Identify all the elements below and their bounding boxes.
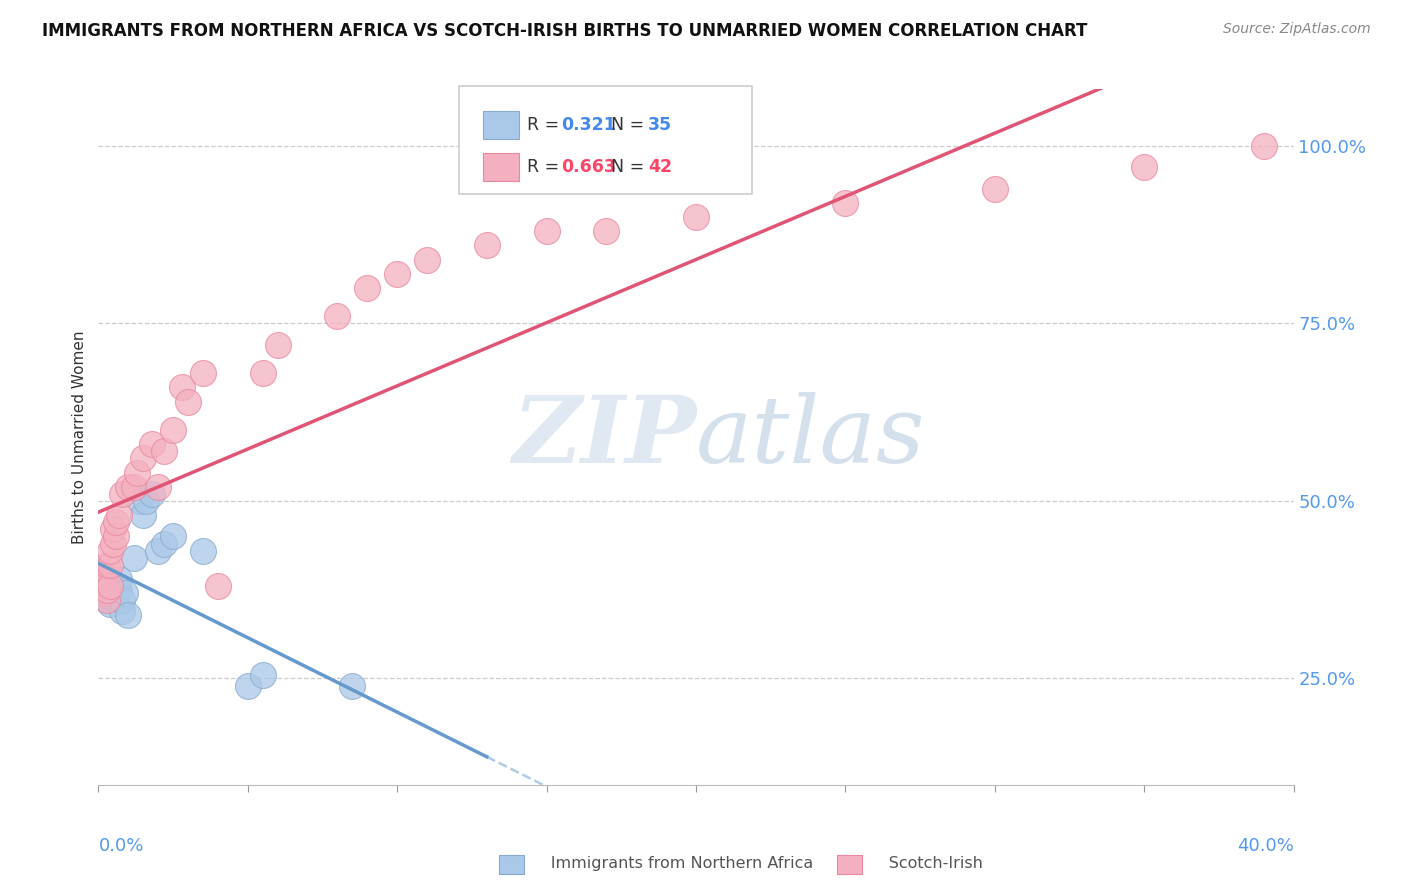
Point (98, 590, 122, 604)
Text: IMMIGRANTS FROM NORTHERN AFRICA VS SCOTCH-IRISH BIRTHS TO UNMARRIED WOMEN CORREL: IMMIGRANTS FROM NORTHERN AFRICA VS SCOTC… (42, 22, 1088, 40)
Point (103, 590, 125, 604)
Point (252, 366, 274, 380)
Point (124, 480, 146, 494)
Text: 42: 42 (648, 158, 672, 176)
Point (141, 487, 163, 501)
Point (93, 575, 115, 590)
Point (191, 543, 214, 558)
Text: Source: ZipAtlas.com: Source: ZipAtlas.com (1223, 22, 1371, 37)
Point (207, 579, 229, 593)
Point (191, 366, 214, 380)
Point (96, 582, 118, 597)
Point (96, 582, 118, 597)
Point (834, 195, 856, 210)
Point (90, 572, 112, 586)
Point (236, 679, 259, 693)
Point (105, 529, 128, 543)
Point (416, 252, 439, 267)
Point (90, 575, 112, 590)
Point (141, 437, 163, 451)
Y-axis label: Births to Unmarried Women: Births to Unmarried Women (72, 330, 87, 544)
Point (475, 238, 498, 252)
Point (326, 310, 349, 324)
Text: 0.663: 0.663 (561, 158, 616, 176)
Text: N =: N = (600, 116, 650, 134)
Point (93, 579, 115, 593)
Point (90, 579, 112, 593)
Point (162, 423, 184, 437)
Point (117, 607, 139, 622)
Point (162, 529, 184, 543)
FancyBboxPatch shape (484, 153, 519, 181)
Point (105, 586, 128, 600)
Point (111, 604, 134, 618)
Text: 40.0%: 40.0% (1237, 837, 1294, 855)
Point (96, 575, 118, 590)
Point (356, 281, 378, 295)
Point (105, 516, 128, 530)
Point (129, 494, 152, 508)
Point (111, 593, 134, 607)
Point (96, 593, 118, 607)
Point (252, 668, 274, 682)
Point (98, 579, 122, 593)
Point (536, 224, 558, 238)
Text: Scotch-Irish: Scotch-Irish (858, 856, 983, 871)
Point (93, 586, 115, 600)
Point (93, 586, 115, 600)
Text: ZIP: ZIP (512, 392, 696, 482)
Text: atlas: atlas (696, 392, 925, 482)
Point (153, 536, 176, 550)
Point (90, 568, 112, 582)
Point (132, 451, 155, 466)
Point (114, 586, 136, 600)
FancyBboxPatch shape (484, 111, 519, 138)
Point (148, 480, 170, 494)
Point (103, 522, 125, 536)
Point (132, 508, 155, 523)
Text: 0.0%: 0.0% (98, 837, 143, 855)
Point (93, 568, 115, 582)
Point (984, 181, 1007, 195)
Point (98, 558, 122, 572)
Point (595, 224, 617, 238)
Text: 0.321: 0.321 (561, 116, 616, 134)
Point (98, 575, 122, 590)
Point (108, 582, 131, 597)
Point (103, 536, 125, 550)
Text: R =: R = (527, 116, 565, 134)
Point (127, 466, 149, 480)
Point (98, 543, 122, 558)
Point (172, 380, 194, 394)
Point (98, 582, 122, 597)
Point (105, 579, 128, 593)
Point (135, 494, 157, 508)
Point (108, 508, 131, 523)
FancyBboxPatch shape (460, 86, 752, 194)
Text: N =: N = (600, 158, 650, 176)
Point (90, 565, 112, 579)
Point (267, 338, 290, 352)
Point (153, 444, 176, 458)
Point (98, 597, 122, 611)
Point (96, 593, 118, 607)
Point (108, 572, 131, 586)
Point (475, 792, 498, 806)
Point (148, 543, 170, 558)
Point (342, 679, 364, 693)
Point (1133, 161, 1156, 175)
Point (96, 558, 118, 572)
Point (93, 572, 115, 586)
Point (177, 394, 200, 409)
Point (117, 480, 139, 494)
Point (124, 550, 146, 565)
Point (385, 267, 409, 281)
Point (1253, 139, 1275, 153)
Point (685, 210, 707, 224)
Text: 35: 35 (648, 116, 672, 134)
Point (103, 582, 125, 597)
Text: R =: R = (527, 158, 565, 176)
Point (111, 487, 134, 501)
Text: Immigrants from Northern Africa: Immigrants from Northern Africa (520, 856, 814, 871)
